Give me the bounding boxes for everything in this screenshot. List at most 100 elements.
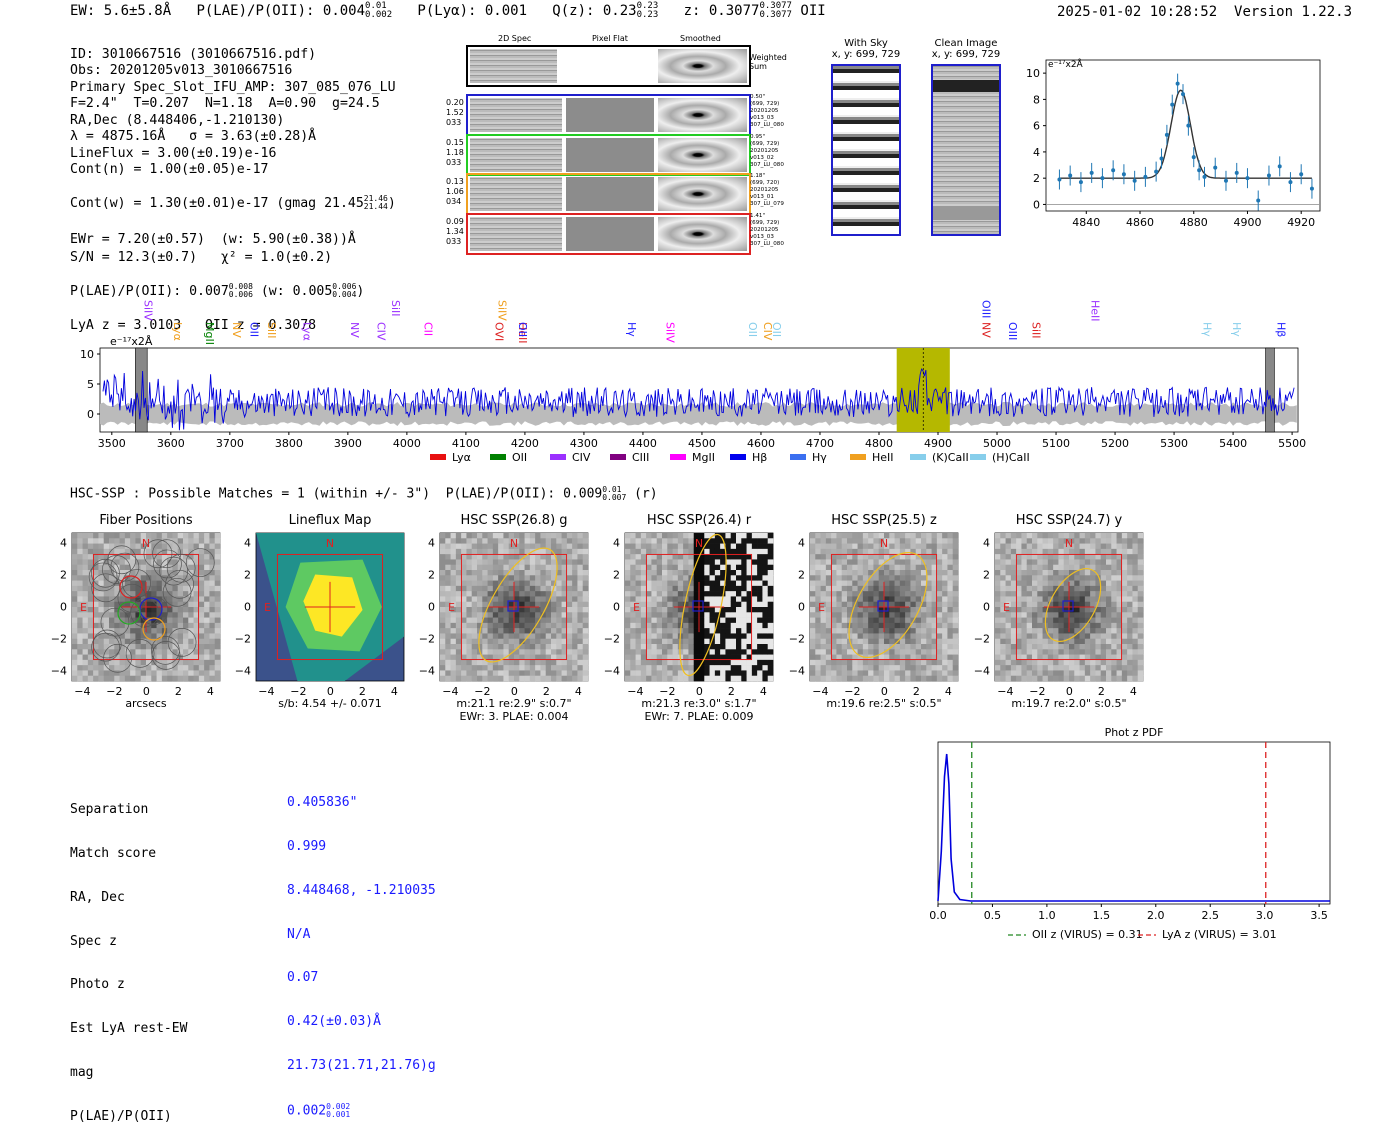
- hsc-pixel: [1121, 554, 1128, 560]
- hsc-pixel: [82, 575, 89, 581]
- hsc-pixel: [820, 570, 827, 576]
- hsc-pixel: [1005, 670, 1012, 677]
- hsc-pixel: [1069, 533, 1075, 539]
- hsc-pixel: [815, 559, 821, 566]
- hsc-pixel: [135, 617, 142, 624]
- hsc-pixel: [730, 654, 737, 661]
- hsc-pixel: [625, 585, 631, 592]
- hsc-pixel: [487, 591, 494, 597]
- hsc-pixel: [188, 533, 194, 539]
- hsc-pixel: [466, 665, 473, 671]
- hsc-pixel: [889, 559, 895, 566]
- fiber-green: [117, 601, 141, 625]
- hsc-pixel: [910, 596, 917, 603]
- hsc-pixel: [1058, 670, 1065, 677]
- hsc-pixel: [709, 580, 716, 587]
- hsc-pixel: [1063, 628, 1070, 634]
- hsc-pixel: [1095, 554, 1102, 560]
- hsc-pixel: [114, 675, 120, 682]
- lbl-radec: RA, Dec: [70, 889, 125, 905]
- hsc-pixel: [1074, 665, 1080, 671]
- hsc-pixel: [746, 559, 753, 566]
- hsc-pixel: [572, 538, 578, 544]
- hsc-pixel: [815, 564, 821, 571]
- hsc-pixel: [942, 601, 948, 608]
- hsc-pixel: [1116, 548, 1123, 555]
- hsc-pixel: [1106, 670, 1112, 677]
- hsc-pixel: [1127, 670, 1133, 677]
- hsc-pixel: [936, 628, 943, 634]
- hsc-pixel: [831, 596, 837, 603]
- hsc-pixel: [936, 548, 943, 555]
- hsc-pixel: [114, 564, 120, 571]
- hsc-pixel: [214, 675, 221, 682]
- hsc-ytick-label: −4: [419, 665, 435, 678]
- hsc-pixel: [1047, 591, 1054, 597]
- hsc-pixel: [114, 607, 120, 613]
- hsc-pixel: [878, 570, 885, 576]
- hsc-pixel: [646, 559, 652, 566]
- hsc-pixel: [183, 543, 189, 550]
- hsc-pixel: [466, 659, 473, 666]
- hsc-pixel: [535, 543, 541, 550]
- full-xtick-label: 4100: [452, 437, 480, 450]
- hsc-pixel: [545, 670, 552, 677]
- hsc-pixel: [1121, 659, 1128, 666]
- hsc-pixel: [135, 607, 142, 613]
- hsc-pixel: [841, 665, 848, 671]
- hsc-pixel: [529, 554, 536, 560]
- hsc-pixel: [503, 591, 510, 597]
- hsc-ytick-label: −2: [974, 633, 990, 646]
- hsc-pixel: [899, 612, 906, 618]
- hsc-pixel: [1063, 654, 1070, 661]
- hsc-pixel: [124, 559, 131, 566]
- hsc-pixel: [461, 617, 467, 624]
- hsc-pixel: [1016, 628, 1022, 634]
- hsc-pixel: [995, 617, 1001, 624]
- hsc-pixel: [1095, 596, 1102, 603]
- hsc-pixel: [1016, 570, 1022, 576]
- hsc-pixel: [1042, 580, 1049, 587]
- hsc-pixel: [889, 591, 895, 597]
- hsc-pixel: [635, 638, 642, 645]
- hsc-pixel: [82, 543, 89, 550]
- full-xtick-label: 4400: [629, 437, 657, 450]
- hsc-pixel: [450, 570, 457, 576]
- hsc-pixel: [572, 665, 578, 671]
- hsc-pixel: [82, 564, 89, 571]
- hsc-pixel: [503, 564, 510, 571]
- hsc-pixel: [1121, 543, 1128, 550]
- hsc-pixel: [87, 670, 94, 677]
- hsc-pixel: [487, 575, 494, 581]
- hsc-panel-title: Lineflux Map: [288, 513, 372, 528]
- hsc-pixel: [487, 596, 494, 603]
- hsc-pixel: [725, 564, 732, 571]
- hsc-xtick-label: −4: [627, 685, 643, 698]
- hsc-pixel: [709, 591, 716, 597]
- hsc-pixel: [651, 638, 658, 645]
- hsc-pixel: [535, 575, 541, 581]
- hsc-pixel: [1116, 554, 1123, 560]
- hsc-pixel: [1132, 591, 1139, 597]
- hsc-pixel: [198, 665, 205, 671]
- hsc-pixel: [677, 559, 684, 566]
- weighted-smooth: [658, 49, 747, 83]
- hsc-pixel: [98, 554, 105, 560]
- hsc-pixel: [947, 670, 954, 677]
- hsc-pixel: [820, 585, 827, 592]
- hsc-pixel: [847, 612, 853, 618]
- hsc-pixel: [183, 548, 189, 555]
- hsc-pixel: [725, 649, 732, 655]
- hsc-pixel: [151, 670, 157, 677]
- hsc-pixel: [540, 533, 547, 539]
- hsc-pixel: [625, 649, 631, 655]
- hsc-pixel: [720, 548, 726, 555]
- hsc-pixel: [910, 665, 917, 671]
- hsc-pixel: [831, 638, 837, 645]
- hsc-pixel: [450, 580, 457, 587]
- hsc-pixel: [556, 617, 562, 624]
- hsc-ytick-label: 2: [428, 569, 435, 582]
- hsc-pixel: [836, 554, 843, 560]
- hsc-pixel: [635, 596, 642, 603]
- full-line-label: SiII: [265, 322, 278, 339]
